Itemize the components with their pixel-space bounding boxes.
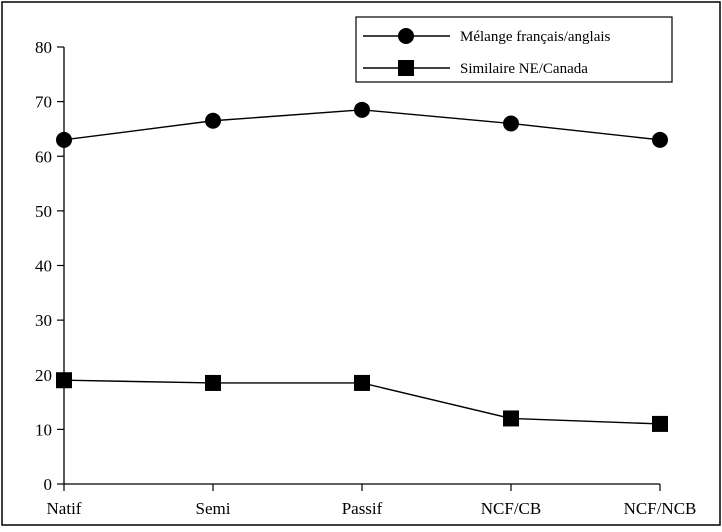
data-point-circle bbox=[652, 131, 668, 148]
data-point-square bbox=[205, 374, 221, 391]
legend-entry: Similaire NE/Canada bbox=[363, 60, 588, 77]
series-2 bbox=[56, 372, 668, 432]
y-tick-label: 30 bbox=[35, 311, 52, 330]
x-tick-label: NCF/NCB bbox=[624, 499, 697, 518]
data-point-square bbox=[503, 410, 519, 427]
x-tick-label: NCF/CB bbox=[481, 499, 541, 518]
legend-entry: Mélange français/anglais bbox=[363, 28, 611, 45]
legend-marker-square bbox=[398, 60, 414, 76]
axes: 0 10 20 30 40 50 60 70 80 Natif Semi Passif NCF/CB NC… bbox=[35, 38, 696, 518]
legend-label: Mélange français/anglais bbox=[460, 29, 611, 45]
y-tick-label: 0 bbox=[44, 475, 53, 494]
x-tick-label: Semi bbox=[196, 499, 231, 518]
data-point-circle bbox=[205, 112, 221, 129]
legend-label: Similaire NE/Canada bbox=[460, 61, 588, 77]
y-tick-label: 10 bbox=[35, 420, 52, 439]
legend-marker-circle bbox=[398, 28, 414, 44]
y-tick-label: 70 bbox=[35, 93, 52, 112]
data-point-circle bbox=[354, 101, 370, 118]
series-1 bbox=[56, 101, 668, 148]
y-tick-label: 80 bbox=[35, 38, 52, 57]
series-layer bbox=[56, 101, 668, 432]
y-tick-label: 50 bbox=[35, 202, 52, 221]
data-point-square bbox=[652, 415, 668, 432]
data-point-circle bbox=[503, 115, 519, 132]
x-tick-label: Natif bbox=[47, 499, 82, 518]
legend: Mélange français/anglais Similaire NE/Can… bbox=[355, 16, 673, 83]
data-point-circle bbox=[56, 131, 72, 148]
data-point-square bbox=[354, 374, 370, 391]
y-tick-label: 20 bbox=[35, 366, 52, 385]
y-tick-label: 60 bbox=[35, 147, 52, 166]
y-tick-label: 40 bbox=[35, 257, 52, 276]
x-tick-label: Passif bbox=[342, 499, 383, 518]
data-point-square bbox=[56, 372, 72, 389]
